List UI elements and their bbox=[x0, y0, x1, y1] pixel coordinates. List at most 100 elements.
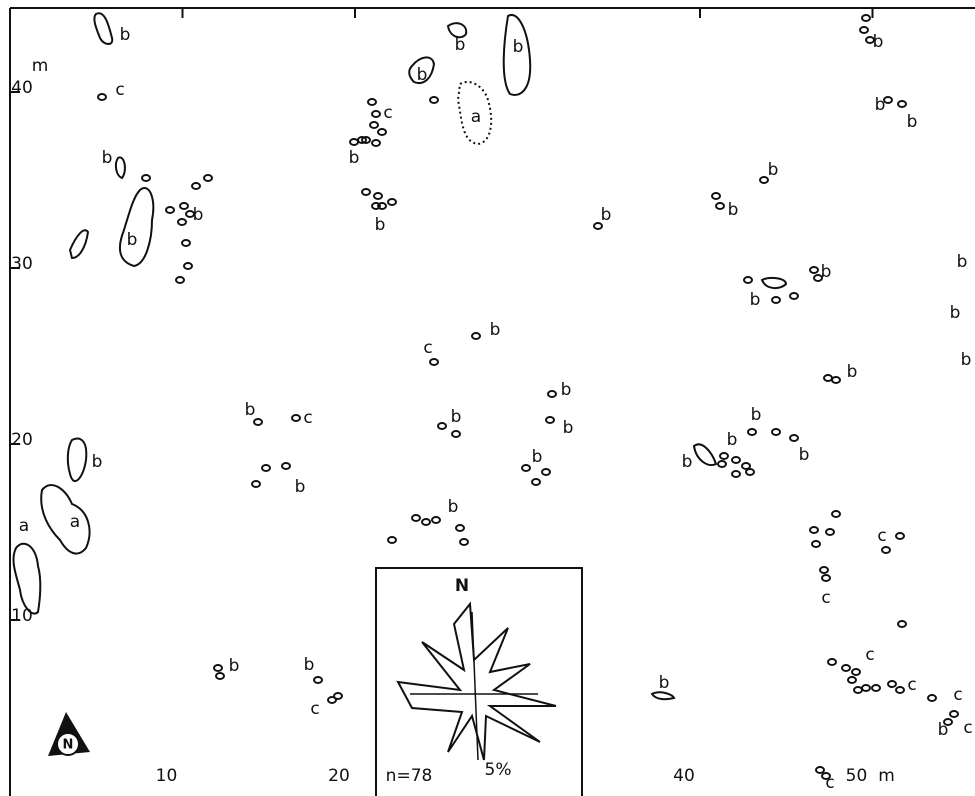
feature-label: b bbox=[799, 445, 810, 465]
small-feature bbox=[832, 377, 840, 383]
small-feature bbox=[472, 333, 480, 339]
small-feature bbox=[852, 669, 860, 675]
small-feature bbox=[452, 431, 460, 437]
feature-label: b bbox=[950, 303, 961, 323]
north-label: N bbox=[63, 738, 74, 753]
small-feature bbox=[746, 469, 754, 475]
feature-label: c bbox=[907, 675, 916, 695]
feature-label: b bbox=[245, 400, 256, 420]
small-feature bbox=[216, 673, 224, 679]
y-tick-label: 30 bbox=[11, 254, 33, 274]
small-feature bbox=[350, 139, 358, 145]
small-feature bbox=[292, 415, 300, 421]
feature-label: b bbox=[563, 418, 574, 438]
small-feature bbox=[432, 517, 440, 523]
small-feature bbox=[744, 277, 752, 283]
feature-label: b bbox=[349, 148, 360, 168]
x-tick-label: 50 bbox=[846, 766, 868, 786]
feature-label: b bbox=[229, 656, 240, 676]
small-feature bbox=[98, 94, 106, 100]
feature-label: a bbox=[19, 516, 29, 536]
small-feature bbox=[542, 469, 550, 475]
small-feature bbox=[832, 511, 840, 517]
small-feature bbox=[192, 183, 200, 189]
small-feature bbox=[362, 189, 370, 195]
small-feature bbox=[790, 293, 798, 299]
small-feature bbox=[896, 533, 904, 539]
small-feature bbox=[522, 465, 530, 471]
small-feature bbox=[950, 711, 958, 717]
feature-label: c bbox=[963, 718, 972, 738]
small-feature bbox=[748, 429, 756, 435]
x-tick-label: 20 bbox=[328, 766, 350, 786]
small-feature bbox=[772, 429, 780, 435]
small-feature bbox=[928, 695, 936, 701]
small-feature bbox=[718, 461, 726, 467]
feature-label: b bbox=[907, 112, 918, 132]
feature-label: c bbox=[310, 699, 319, 719]
small-feature bbox=[828, 659, 836, 665]
feature-label: b bbox=[821, 262, 832, 282]
small-feature bbox=[816, 767, 824, 773]
small-feature bbox=[314, 677, 322, 683]
y-tick-label: 20 bbox=[11, 430, 33, 450]
feature-label: b bbox=[750, 290, 761, 310]
feature-label: b bbox=[102, 148, 113, 168]
small-feature bbox=[182, 240, 190, 246]
feature-label: b bbox=[768, 160, 779, 180]
small-feature bbox=[184, 263, 192, 269]
feature-label: c bbox=[825, 773, 834, 793]
feature-label: a bbox=[471, 107, 481, 127]
small-feature bbox=[180, 203, 188, 209]
small-feature bbox=[334, 693, 342, 699]
x-unit: m bbox=[878, 766, 895, 786]
small-feature bbox=[810, 527, 818, 533]
inset-count: n=78 bbox=[386, 766, 433, 786]
small-feature bbox=[378, 129, 386, 135]
small-feature bbox=[456, 525, 464, 531]
small-feature bbox=[742, 463, 750, 469]
small-feature bbox=[842, 665, 850, 671]
small-feature bbox=[872, 685, 880, 691]
feature-label: b bbox=[127, 230, 138, 250]
feature-label: c bbox=[383, 103, 392, 123]
small-feature bbox=[860, 27, 868, 33]
feature-label: b bbox=[847, 362, 858, 382]
small-feature bbox=[430, 97, 438, 103]
small-feature bbox=[546, 417, 554, 423]
small-feature bbox=[368, 99, 376, 105]
small-feature bbox=[372, 111, 380, 117]
small-feature bbox=[716, 203, 724, 209]
small-feature bbox=[862, 15, 870, 21]
feature-label: c bbox=[423, 338, 432, 358]
small-feature bbox=[204, 175, 212, 181]
feature-label: c bbox=[953, 685, 962, 705]
small-feature bbox=[548, 391, 556, 397]
small-feature bbox=[374, 193, 382, 199]
feature-label: b bbox=[751, 405, 762, 425]
small-feature bbox=[732, 471, 740, 477]
feature-label: b bbox=[875, 95, 886, 115]
feature-label: c bbox=[877, 526, 886, 546]
feature-label: b bbox=[375, 215, 386, 235]
small-feature bbox=[824, 375, 832, 381]
feature-label: c bbox=[865, 645, 874, 665]
small-feature bbox=[712, 193, 720, 199]
inset-scale: 5% bbox=[485, 760, 512, 780]
north-arrow: N bbox=[48, 712, 90, 756]
rose-inset: N n=78 5% bbox=[376, 568, 582, 796]
small-feature bbox=[388, 537, 396, 543]
small-feature bbox=[882, 547, 890, 553]
feature-label: b bbox=[451, 407, 462, 427]
feature-label: c bbox=[115, 80, 124, 100]
small-feature bbox=[214, 665, 222, 671]
feature-label: b bbox=[92, 452, 103, 472]
feature-label: b bbox=[682, 452, 693, 472]
small-feature bbox=[888, 681, 896, 687]
small-feature bbox=[862, 685, 870, 691]
feature-label: b bbox=[455, 35, 466, 55]
feature-label: b bbox=[727, 430, 738, 450]
feature-label: b bbox=[193, 205, 204, 225]
small-feature bbox=[826, 529, 834, 535]
small-feature bbox=[720, 453, 728, 459]
